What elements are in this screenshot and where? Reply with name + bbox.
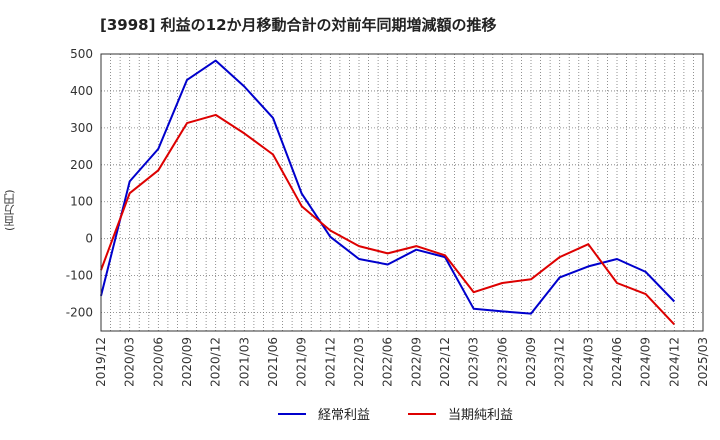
- x-tick-label: 2023/09: [524, 337, 538, 387]
- chart-title: [3998] 利益の12か月移動合計の対前年同期増減額の推移: [100, 16, 497, 34]
- y-tick-label: 300: [70, 121, 93, 135]
- x-tick-label: 2020/03: [123, 337, 137, 387]
- y-tick-label: 100: [70, 195, 93, 209]
- y-tick-label: 200: [70, 158, 93, 172]
- x-tick-label: 2024/09: [639, 337, 653, 387]
- x-tick-label: 2020/12: [209, 337, 223, 387]
- x-tick-label: 2022/09: [409, 337, 423, 387]
- x-tick-label: 2020/06: [151, 337, 165, 387]
- x-tick-label: 2025/03: [696, 337, 710, 387]
- x-tick-label: 2024/06: [610, 337, 624, 387]
- x-tick-label: 2023/12: [553, 337, 567, 387]
- legend-item-keijo: 経常利益: [278, 404, 370, 423]
- grid-lines: [101, 54, 703, 331]
- x-axis-ticks: 2019/12 2020/03 2020/06 2020/09 2020/12 2021/…: [94, 337, 710, 387]
- y-axis-ticks: 500 400 300 200 100 0 -100 -200: [66, 47, 93, 320]
- y-tick-label: 0: [85, 232, 93, 246]
- x-tick-label: 2024/03: [581, 337, 595, 387]
- x-tick-label: 2021/03: [237, 337, 251, 387]
- legend-item-junri: 当期純利益: [408, 404, 513, 423]
- x-tick-label: 2021/12: [323, 337, 337, 387]
- series-line-1: [100, 113, 676, 326]
- y-tick-label: 400: [70, 84, 93, 98]
- x-tick-label: 2021/09: [295, 337, 309, 387]
- y-tick-label: -200: [66, 306, 93, 320]
- plot-frame: [100, 53, 704, 332]
- x-tick-label: 2021/06: [266, 337, 280, 387]
- series-line-0: [100, 59, 676, 315]
- legend-label-junri: 当期純利益: [448, 408, 514, 423]
- x-tick-label: 2023/03: [467, 337, 481, 387]
- series-lines: [100, 59, 676, 326]
- legend-swatch-keijo: [278, 412, 306, 415]
- x-tick-label: 2024/12: [667, 337, 681, 387]
- y-tick-label: -100: [66, 269, 93, 283]
- x-tick-label: 2023/06: [495, 337, 509, 387]
- y-tick-label: 500: [70, 47, 93, 61]
- legend: 経常利益 当期純利益: [0, 404, 720, 428]
- x-tick-label: 2022/06: [381, 337, 395, 387]
- legend-swatch-junri: [408, 412, 436, 415]
- x-tick-label: 2019/12: [94, 337, 108, 387]
- x-tick-label: 2022/12: [438, 337, 452, 387]
- x-tick-label: 2020/09: [180, 337, 194, 387]
- legend-label-keijo: 経常利益: [318, 408, 371, 423]
- x-tick-label: 2022/03: [352, 337, 366, 387]
